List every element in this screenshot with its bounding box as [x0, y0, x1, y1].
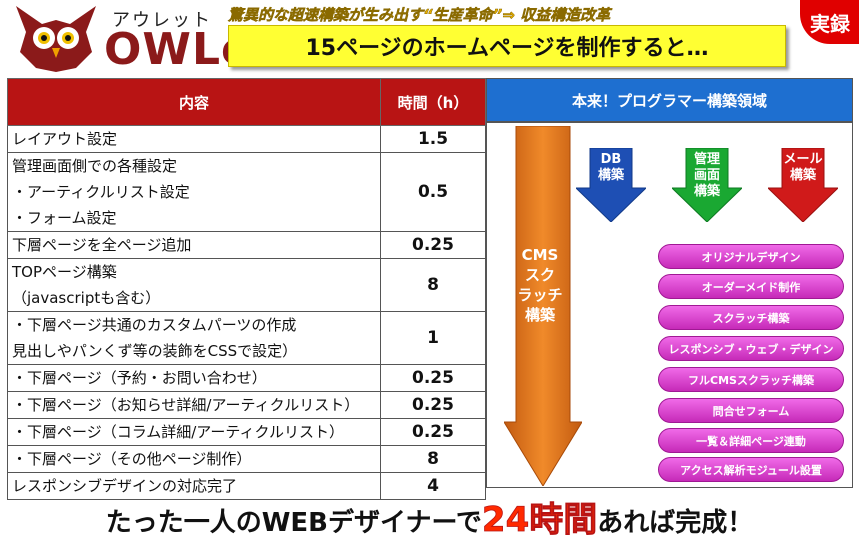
arrow-label-line: 構築 [789, 168, 816, 183]
column-header-hours: 時間（h） [380, 78, 486, 126]
cms-scratch-label: CMS スク ラッチ 構築 [508, 245, 572, 325]
admin-build-arrow: 管理 画面 構築 [670, 147, 744, 223]
task-line: ・下層ページ（予約・お問い合わせ） [12, 369, 267, 387]
cms-label-line: 構築 [524, 306, 555, 324]
programmer-domain-panel [486, 122, 853, 488]
feature-pill: アクセス解析モジュール設置 [658, 457, 844, 482]
programmer-domain-header: 本来！プログラマー構築領域 [486, 78, 853, 122]
arrow-label-line: 構築 [597, 168, 624, 183]
page-title-banner: 15ページのホームページを制作すると… [228, 25, 786, 67]
table-row: ・下層ページ（お知らせ詳細/アーティクルリスト） 0.25 [7, 391, 486, 419]
task-cell: ・下層ページ共通のカスタムパーツの作成 見出しやパンくず等の装飾をCSSで設定） [7, 311, 381, 365]
down-arrow-icon [670, 147, 744, 223]
task-cell: TOPページ構築 （javascriptも含む） [7, 258, 381, 312]
task-line: レイアウト設定 [12, 130, 118, 148]
mail-build-arrow: メール 構築 [766, 147, 840, 223]
arrow-label: 管理 画面 構築 [672, 152, 742, 200]
task-line: TOPページ構築 [12, 263, 117, 281]
task-cell: 下層ページを全ページ追加 [7, 231, 381, 259]
table-header-row: 内容 時間（h） [7, 78, 486, 126]
table-row: 管理画面側での各種設定 ・アーティクルリスト設定 ・フォーム設定 0.5 [7, 152, 486, 232]
column-header-content: 内容 [7, 78, 381, 126]
task-cell: レイアウト設定 [7, 125, 381, 153]
task-line: ・アーティクルリスト設定 [12, 183, 190, 201]
hours-cell: 0.25 [380, 391, 486, 419]
feature-pill: 一覧＆詳細ページ連動 [658, 428, 844, 453]
task-hours-table: 内容 時間（h） レイアウト設定 1.5 管理画面側での各種設定 ・アーティクルリスト… [7, 78, 486, 500]
hours-cell: 4 [380, 472, 486, 500]
hours-cell: 0.5 [380, 152, 486, 232]
table-row: ・下層ページ（コラム詳細/アーティクルリスト） 0.25 [7, 418, 486, 446]
task-cell: ・下層ページ（その他ページ制作） [7, 445, 381, 473]
table-row: レイアウト設定 1.5 [7, 125, 486, 153]
arrow-label-line: メール [783, 152, 823, 167]
hours-cell: 8 [380, 445, 486, 473]
task-line: 下層ページを全ページ追加 [12, 236, 192, 254]
feature-pill: オリジナルデザイン [658, 244, 844, 269]
task-cell: 管理画面側での各種設定 ・アーティクルリスト設定 ・フォーム設定 [7, 152, 381, 232]
feature-pill: 問合せフォーム [658, 398, 844, 423]
table-row: TOPページ構築 （javascriptも含む） 8 [7, 258, 486, 312]
hours-cell: 0.25 [380, 231, 486, 259]
feature-pill: オーダーメイド制作 [658, 274, 844, 299]
task-line: 見出しやパンくず等の装飾をCSSで設定） [12, 342, 298, 360]
table-row: 下層ページを全ページ追加 0.25 [7, 231, 486, 259]
slogan-pre: たった一人のWEBデザイナーで [105, 508, 482, 538]
logo-kana: アウレット [112, 10, 212, 31]
task-cell: ・下層ページ（予約・お問い合わせ） [7, 364, 381, 392]
feature-pill: レスポンシブ・ウェブ・デザイン [658, 336, 844, 361]
hours-cell: 0.25 [380, 364, 486, 392]
task-line: ・フォーム設定 [12, 209, 117, 227]
task-line: ・下層ページ（コラム詳細/アーティクルリスト） [12, 423, 345, 441]
task-line: ・下層ページ（お知らせ詳細/アーティクルリスト） [12, 396, 360, 414]
task-line: ・下層ページ共通のカスタムパーツの作成 [12, 316, 297, 334]
hours-cell: 0.25 [380, 418, 486, 446]
arrow-label: DB 構築 [576, 152, 646, 184]
cms-label-line: CMS [521, 246, 559, 264]
feature-pill: スクラッチ構築 [658, 305, 844, 330]
jitsuroku-badge: 実録 [800, 0, 859, 44]
task-cell: レスポンシブデザインの対応完了 [7, 472, 381, 500]
slogan-emphasis: 24時間 [481, 500, 598, 541]
task-cell: ・下層ページ（お知らせ詳細/アーティクルリスト） [7, 391, 381, 419]
task-line: レスポンシブデザインの対応完了 [12, 477, 238, 495]
hours-cell: 1.5 [380, 125, 486, 153]
arrow-label-line: DB [600, 152, 622, 167]
cms-scratch-arrow-icon [504, 126, 582, 486]
task-cell: ・下層ページ（コラム詳細/アーティクルリスト） [7, 418, 381, 446]
table-row: レスポンシブデザインの対応完了 4 [7, 472, 486, 500]
slogan-post: あれば完成！ [597, 508, 754, 538]
arrow-label-line: 画面 [693, 168, 720, 183]
table-row: ・下層ページ共通のカスタムパーツの作成 見出しやパンくず等の装飾をCSSで設定） 1 [7, 311, 486, 365]
cms-label-line: スク [524, 266, 555, 284]
task-line: 管理画面側での各種設定 [12, 157, 178, 175]
bottom-slogan: たった一人のWEBデザイナーで24時間あれば完成！ [0, 492, 859, 541]
arrow-label: メール 構築 [768, 152, 838, 184]
task-line: ・下層ページ（その他ページ制作） [12, 450, 252, 468]
hours-cell: 8 [380, 258, 486, 312]
arrow-label-line: 管理 [693, 152, 720, 167]
task-line: （javascriptも含む） [12, 289, 161, 307]
feature-pill: フルCMSスクラッチ構築 [658, 367, 844, 392]
table-row: ・下層ページ（予約・お問い合わせ） 0.25 [7, 364, 486, 392]
db-build-arrow: DB 構築 [574, 147, 648, 223]
tagline: 驚異的な超速構築が生み出す“生産革命”⇒ 収益構造改革 [228, 6, 611, 25]
arrow-label-line: 構築 [693, 184, 720, 199]
cms-label-line: ラッチ [517, 286, 563, 304]
down-arrow-icon [766, 147, 840, 223]
hours-cell: 1 [380, 311, 486, 365]
table-row: ・下層ページ（その他ページ制作） 8 [7, 445, 486, 473]
down-arrow-icon [574, 147, 648, 223]
owl-logo-icon [16, 6, 96, 72]
